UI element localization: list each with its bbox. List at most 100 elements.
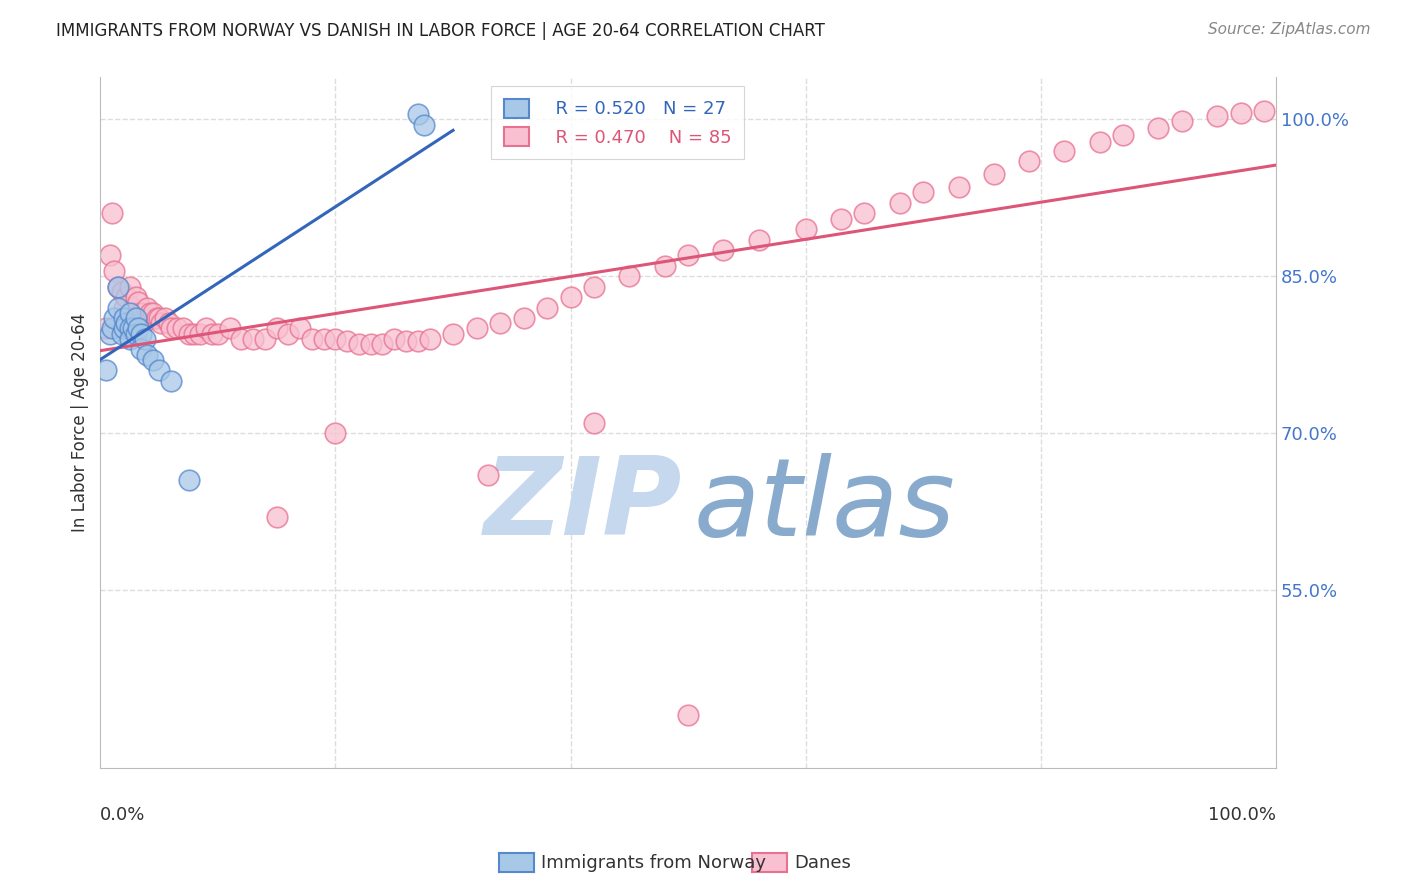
Point: [371, 337, 394, 351]
Point: [177, 326, 200, 341]
Point: [830, 211, 852, 226]
Point: [207, 326, 229, 341]
Point: [489, 316, 512, 330]
Point: [172, 321, 194, 335]
Text: Danes: Danes: [794, 854, 851, 871]
Point: [676, 248, 699, 262]
Point: [118, 279, 141, 293]
Point: [127, 295, 149, 310]
Point: [124, 310, 146, 325]
Point: [218, 321, 240, 335]
Text: Source: ZipAtlas.com: Source: ZipAtlas.com: [1208, 22, 1371, 37]
Point: [889, 196, 911, 211]
Point: [138, 306, 160, 320]
Point: [912, 186, 935, 200]
Point: [115, 316, 138, 330]
Point: [290, 321, 312, 335]
Point: [127, 321, 149, 335]
Point: [153, 310, 176, 325]
Point: [325, 332, 347, 346]
Point: [118, 321, 141, 335]
Text: ZIP: ZIP: [484, 452, 682, 558]
Point: [112, 321, 135, 335]
Point: [360, 337, 382, 351]
Point: [748, 233, 770, 247]
Point: [441, 326, 464, 341]
Point: [101, 321, 124, 335]
Point: [124, 306, 146, 320]
Point: [1229, 106, 1251, 120]
Point: [713, 243, 735, 257]
Point: [112, 301, 135, 315]
Point: [983, 167, 1005, 181]
Point: [418, 332, 440, 346]
Point: [853, 206, 876, 220]
Point: [136, 348, 159, 362]
Text: IMMIGRANTS FROM NORWAY VS DANISH IN LABOR FORCE | AGE 20-64 CORRELATION CHART: IMMIGRANTS FROM NORWAY VS DANISH IN LABO…: [56, 22, 825, 40]
Point: [103, 310, 125, 325]
Point: [619, 269, 641, 284]
Point: [148, 310, 170, 325]
Point: [512, 310, 534, 325]
Y-axis label: In Labor Force | Age 20-64: In Labor Force | Age 20-64: [72, 313, 89, 533]
Point: [122, 301, 145, 315]
Point: [183, 326, 205, 341]
Text: Immigrants from Norway: Immigrants from Norway: [541, 854, 766, 871]
Point: [1018, 154, 1040, 169]
Point: [412, 118, 434, 132]
Point: [794, 222, 817, 236]
Point: [150, 316, 173, 330]
Point: [136, 313, 159, 327]
Point: [312, 332, 335, 346]
Point: [134, 332, 156, 346]
Point: [583, 279, 606, 293]
Point: [124, 326, 146, 341]
Point: [107, 301, 129, 315]
Point: [110, 285, 132, 299]
Point: [118, 332, 141, 346]
Point: [160, 321, 183, 335]
Point: [115, 290, 138, 304]
Point: [131, 343, 153, 357]
Point: [124, 290, 146, 304]
Point: [98, 248, 121, 262]
Point: [266, 321, 288, 335]
Point: [242, 332, 264, 346]
Point: [406, 334, 429, 348]
Point: [253, 332, 276, 346]
Point: [1206, 109, 1229, 123]
Point: [1053, 144, 1076, 158]
Text: 100.0%: 100.0%: [1208, 805, 1277, 823]
Point: [536, 301, 558, 315]
Point: [96, 321, 118, 335]
Point: [142, 352, 165, 367]
Point: [110, 326, 132, 341]
Point: [148, 363, 170, 377]
Text: atlas: atlas: [695, 453, 956, 558]
Point: [118, 306, 141, 320]
Point: [1171, 114, 1194, 128]
Point: [142, 306, 165, 320]
Point: [107, 279, 129, 293]
Point: [231, 332, 253, 346]
Point: [406, 107, 429, 121]
Point: [1253, 103, 1275, 118]
Point: [134, 310, 156, 325]
Point: [157, 316, 180, 330]
Point: [676, 708, 699, 723]
Point: [277, 326, 299, 341]
Point: [382, 332, 405, 346]
Point: [166, 321, 188, 335]
Point: [266, 509, 288, 524]
Point: [336, 334, 359, 348]
Point: [112, 310, 135, 325]
Point: [201, 326, 224, 341]
Point: [118, 310, 141, 325]
Point: [188, 326, 211, 341]
Text: 0.0%: 0.0%: [100, 805, 146, 823]
Point: [136, 301, 159, 315]
Point: [98, 326, 121, 341]
Point: [146, 310, 169, 325]
Point: [347, 337, 370, 351]
Legend:   R = 0.520   N = 27,   R = 0.470    N = 85: R = 0.520 N = 27, R = 0.470 N = 85: [491, 87, 744, 160]
